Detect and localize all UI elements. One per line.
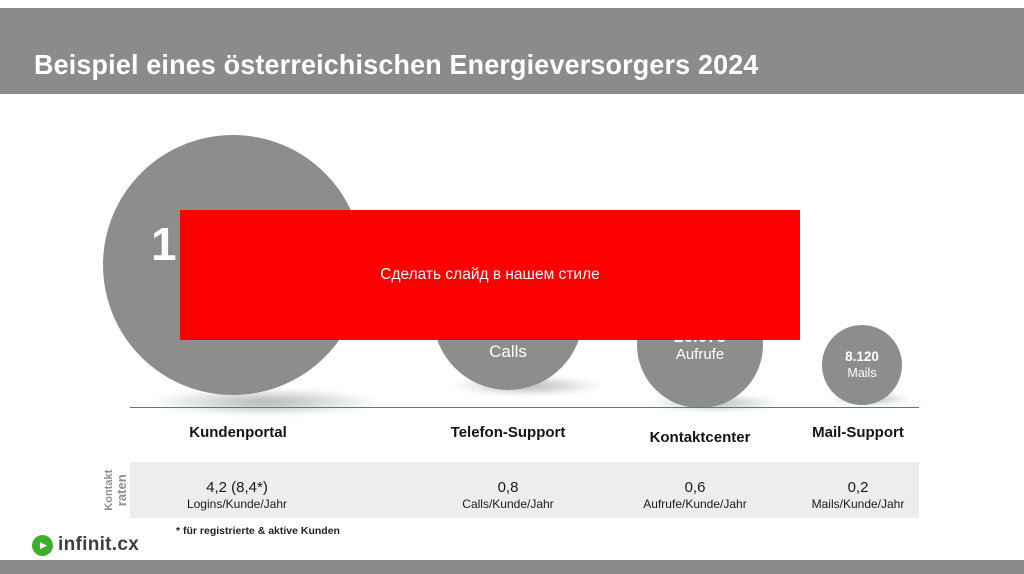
bubble-unit-mail: Mails xyxy=(847,365,877,380)
contact-rate-kundenportal: 4,2 (8,4*) Logins/Kunde/Jahr xyxy=(127,479,347,511)
contact-rates-band xyxy=(130,462,919,518)
category-label-telefon-support: Telefon-Support xyxy=(450,424,566,441)
footer-bar xyxy=(0,560,1024,574)
axis-label-line1: Kontakt xyxy=(102,469,115,511)
category-label-kundenportal: Kundenportal xyxy=(189,424,287,441)
red-note-text: Сделать слайд в нашем стиле xyxy=(380,266,600,283)
contact-rate-telefon-support: 0,8 Calls/Kunde/Jahr xyxy=(398,479,618,511)
logo: ▶ infinit.cx xyxy=(32,534,139,556)
baseline-divider xyxy=(130,407,919,408)
bubble-unit-kontaktcenter: Aufrufe xyxy=(675,346,725,364)
rate-unit: Logins/Kunde/Jahr xyxy=(186,497,288,511)
red-note-overlay: Сделать слайд в нашем стиле xyxy=(180,210,800,340)
contact-rate-kontaktcenter: 0,6 Aufrufe/Kunde/Jahr xyxy=(585,479,805,511)
rate-value: 0,6 xyxy=(684,479,706,496)
rate-value: 0,2 xyxy=(847,479,869,496)
bubble-unit-telefon: Calls xyxy=(489,342,527,361)
category-label-mail-support: Mail-Support xyxy=(812,424,904,441)
bubble-value-kundenportal: 1 xyxy=(151,218,177,270)
slide-header-bar: Beispiel eines österreichischen Energiev… xyxy=(0,8,1024,94)
rate-unit: Calls/Kunde/Jahr xyxy=(462,497,554,511)
logo-text: infinit.cx xyxy=(58,534,140,555)
footnote: * für registrierte & aktive Kunden xyxy=(176,525,340,537)
bubble-shadow-kundenportal xyxy=(150,388,380,416)
category-label-kontaktcenter: Kontaktcenter xyxy=(649,429,751,446)
rate-unit: Mails/Kunde/Jahr xyxy=(811,497,905,511)
rate-value: 0,8 xyxy=(497,479,519,496)
rate-value: 4,2 (8,4*) xyxy=(206,479,268,496)
bubble-mail-support: 8.120 Mails xyxy=(822,325,902,405)
contact-rates-axis-label-text: Kontakt raten xyxy=(102,469,129,511)
bubble-value-mail: 8.120 xyxy=(845,349,879,365)
logo-play-icon: ▶ xyxy=(32,534,53,556)
rate-unit: Aufrufe/Kunde/Jahr xyxy=(643,497,747,511)
slide-title: Beispiel eines österreichischen Energiev… xyxy=(34,49,759,80)
contact-rate-mail-support: 0,2 Mails/Kunde/Jahr xyxy=(748,479,968,511)
